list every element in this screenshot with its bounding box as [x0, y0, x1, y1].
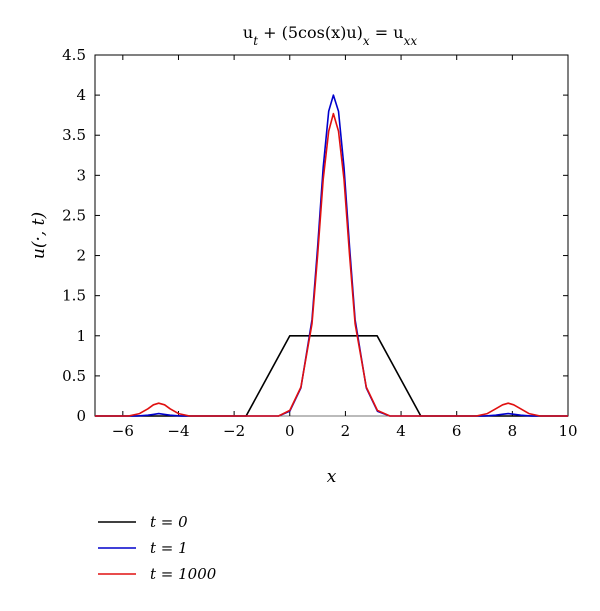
y-tick-label: 1 [76, 327, 86, 345]
y-axis-label: u(·, t) [29, 212, 49, 259]
y-tick-label: 3 [76, 166, 86, 184]
x-axis-ticks: −6 −4 −2 0 2 4 6 8 10 [112, 55, 578, 440]
legend: t = 0 t = 1 t = 1000 [98, 513, 217, 583]
legend-label-2: t = 1000 [150, 565, 217, 583]
chart-title-group: ut + (5cos(x)u)x = uxx [243, 23, 417, 48]
y-tick-label: 0.5 [62, 367, 86, 385]
legend-label-0: t = 0 [150, 513, 188, 531]
legend-label-1: t = 1 [150, 539, 188, 557]
plot-area-frame [94, 54, 569, 417]
x-tick-label: −4 [167, 422, 189, 440]
x-tick-label: 4 [396, 422, 406, 440]
x-tick-label: 2 [341, 422, 351, 440]
chart-title: ut + (5cos(x)u)x = uxx [243, 23, 417, 48]
x-axis-label: x [327, 467, 337, 487]
x-tick-label: 10 [558, 422, 577, 440]
y-tick-label: 0 [76, 407, 86, 425]
y-tick-label: 4.5 [62, 46, 86, 64]
y-axis-ticks: 0 0.5 1 1.5 2 2.5 3 3.5 4 4.5 [62, 46, 568, 425]
y-tick-label: 4 [76, 86, 86, 104]
x-tick-label: 0 [285, 422, 295, 440]
series-line-2 [95, 112, 568, 417]
x-tick-label: 6 [452, 422, 462, 440]
y-tick-label: 1.5 [62, 287, 86, 305]
x-tick-label: 8 [508, 422, 518, 440]
x-tick-label: −6 [112, 422, 134, 440]
series-line-0 [95, 334, 568, 417]
x-tick-label: −2 [223, 422, 245, 440]
y-tick-label: 3.5 [62, 126, 86, 144]
y-tick-label: 2.5 [62, 206, 86, 224]
series-layer [95, 94, 568, 417]
y-tick-label: 2 [76, 247, 86, 265]
series-line-1 [95, 94, 568, 417]
